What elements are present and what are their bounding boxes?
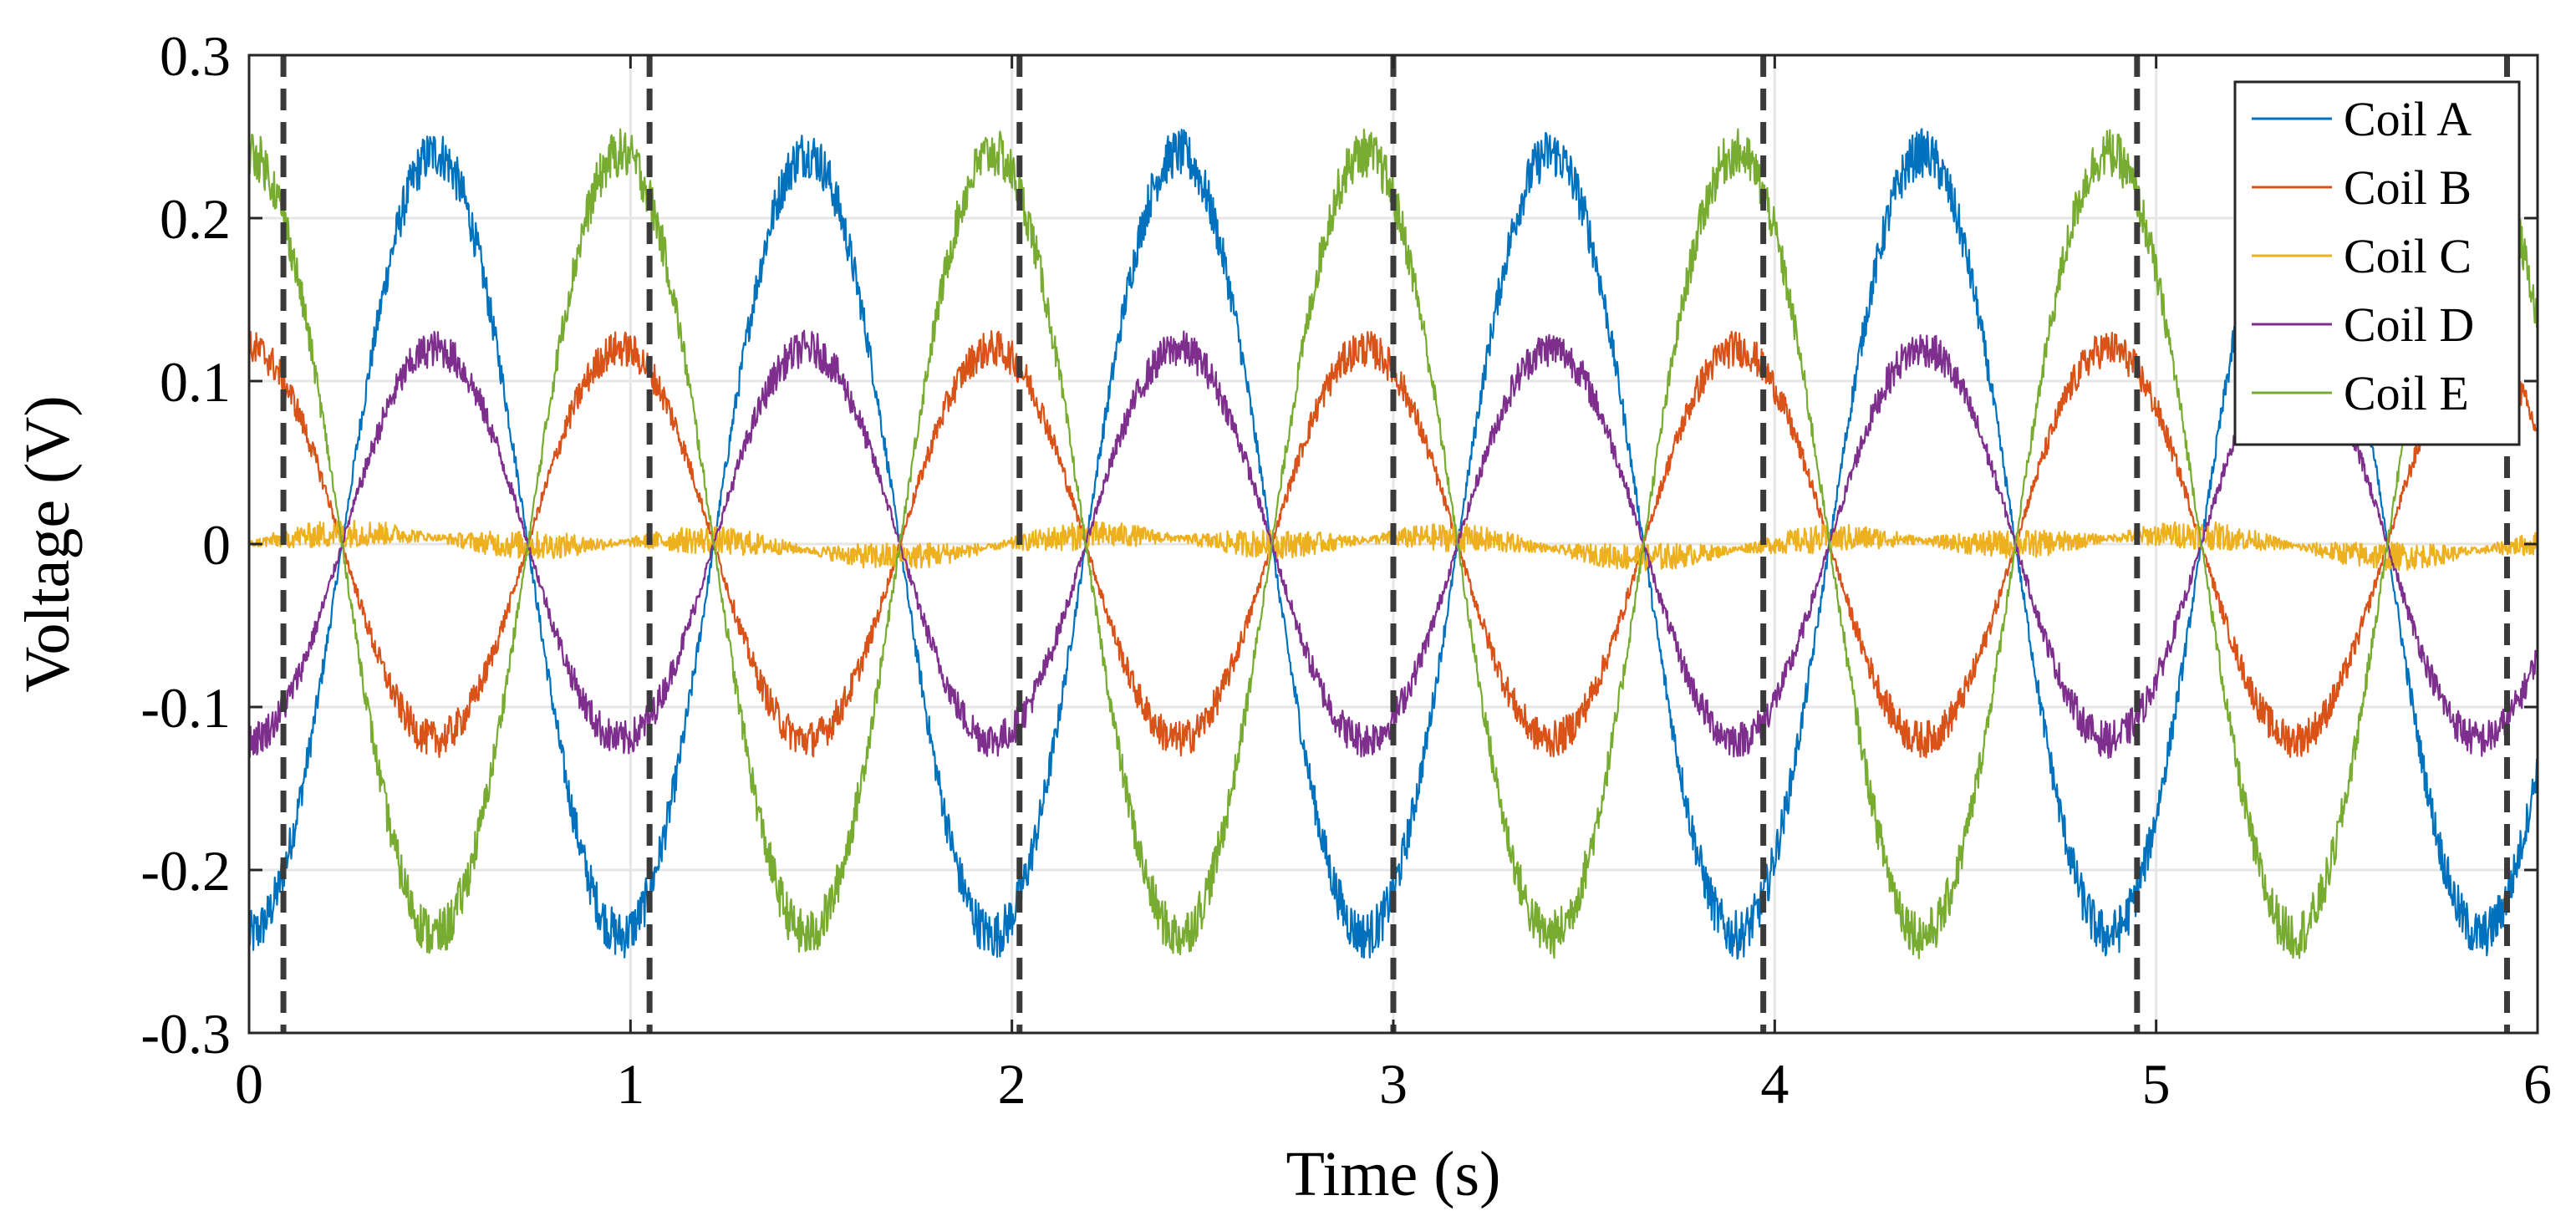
legend: Coil A Coil B Coil C Coil D Coil E: [2233, 80, 2521, 446]
x-tick-label: 5: [2142, 1052, 2171, 1116]
axis-ticks: 0 1 2 3 4 5 6 -0.3 -0.2 -0.1 0 0.1 0.2 0.3: [140, 24, 2552, 1116]
x-tick-label: 4: [1760, 1052, 1789, 1116]
series-line-coil-a: [247, 128, 2539, 960]
y-tick-label: 0: [202, 513, 231, 577]
legend-label: Coil A: [2344, 92, 2472, 146]
x-tick-label: 3: [1379, 1052, 1408, 1116]
y-axis-title: Voltage (V): [13, 395, 83, 692]
legend-label: Coil C: [2344, 229, 2472, 283]
y-tick-label: -0.3: [140, 1002, 231, 1066]
y-tick-label: 0.2: [160, 187, 231, 251]
y-tick-label: -0.2: [140, 839, 231, 903]
dashed-marker-group: [280, 55, 2510, 1033]
y-tick-label: -0.1: [140, 676, 231, 740]
x-tick-label: 6: [2523, 1052, 2552, 1116]
x-tick-label: 2: [998, 1052, 1026, 1116]
legend-label: Coil E: [2344, 366, 2469, 420]
legend-label: Coil B: [2344, 160, 2472, 215]
y-tick-label: 0.3: [160, 24, 231, 88]
x-tick-label: 1: [616, 1052, 644, 1116]
y-tick-label: 0.1: [160, 350, 231, 414]
x-tick-label: 0: [235, 1052, 263, 1116]
legend-label: Coil D: [2344, 298, 2474, 352]
legend-box: [2233, 80, 2521, 446]
x-axis-title: Time (s): [1286, 1139, 1501, 1209]
